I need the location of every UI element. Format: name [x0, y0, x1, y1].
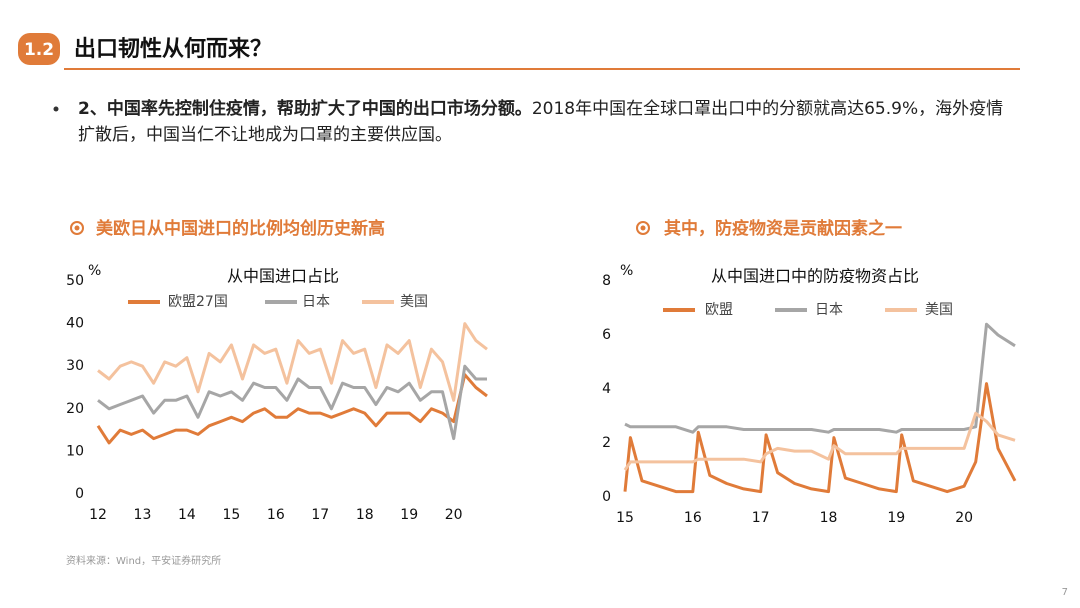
y-tick-label: 50	[66, 273, 84, 289]
x-tick-label: 14	[178, 507, 196, 523]
bullet-text: 2、中国率先控制住疫情，帮助扩大了中国的出口市场分额。2018年中国在全球口罩出…	[78, 96, 1008, 148]
y-tick-label: 6	[602, 327, 611, 343]
series-line	[96, 373, 488, 445]
x-tick-label: 16	[684, 510, 702, 526]
series-line	[97, 322, 488, 402]
source: 资料来源：Wind，平安证券研究所	[66, 554, 221, 567]
bullet-body: 2018年中国在全球口罩出口中的分额就高达65.9%，海外疫情扩散后，中国当仁不…	[78, 99, 1004, 145]
y-tick-label: 4	[602, 381, 611, 397]
x-tick-label: 15	[616, 510, 634, 526]
y-tick-label: 0	[602, 489, 611, 505]
x-tick-label: 19	[400, 507, 418, 523]
x-tick-label: 13	[134, 507, 152, 523]
section-icon	[640, 225, 646, 231]
chart-title: 从中国进口中的防疫物资占比	[711, 267, 919, 286]
x-tick-label: 17	[311, 507, 329, 523]
legend-label: 日本	[302, 294, 330, 310]
x-tick-label: 16	[267, 507, 285, 523]
series-line	[97, 364, 487, 441]
y-tick-label: 30	[66, 358, 84, 374]
x-tick-label: 12	[89, 507, 107, 523]
x-tick-label: 18	[356, 507, 374, 523]
legend-label: 欧盟27国	[168, 294, 228, 310]
legend-label: 欧盟	[705, 302, 733, 318]
series-line	[624, 322, 1016, 434]
badge: 1.2	[24, 40, 54, 60]
section-icon	[74, 225, 80, 231]
section-title: 其中，防疫物资是贡献因素之一	[664, 218, 902, 239]
x-tick-label: 19	[887, 510, 905, 526]
y-axis-label: %	[620, 263, 633, 279]
y-tick-label: 0	[75, 486, 84, 502]
y-axis-label: %	[88, 263, 101, 279]
series-line	[623, 411, 1016, 471]
bullet-bold: 2、中国率先控制住疫情，帮助扩大了中国的出口市场分额。	[78, 99, 532, 119]
x-tick-label: 15	[222, 507, 240, 523]
bullet-dot	[53, 106, 59, 112]
x-tick-label: 20	[445, 507, 463, 523]
page-number: 7	[1062, 587, 1068, 598]
slide-title: 出口韧性从何而来？	[74, 36, 272, 62]
x-tick-label: 17	[752, 510, 770, 526]
y-tick-label: 10	[66, 443, 84, 459]
section-title: 美欧日从中国进口的比例均创历史新高	[96, 218, 385, 239]
legend-label: 美国	[925, 302, 953, 318]
y-tick-label: 20	[66, 401, 84, 417]
section-icon	[636, 221, 650, 235]
x-tick-label: 20	[955, 510, 973, 526]
badge-bg	[18, 33, 60, 65]
chart-title: 从中国进口占比	[227, 267, 339, 286]
y-tick-label: 2	[602, 435, 611, 451]
section-icon	[70, 221, 84, 235]
y-tick-label: 8	[602, 273, 611, 289]
series-line	[623, 382, 1017, 494]
legend-label: 日本	[815, 302, 843, 318]
x-tick-label: 18	[820, 510, 838, 526]
y-tick-label: 40	[66, 316, 84, 332]
legend-label: 美国	[400, 294, 428, 310]
